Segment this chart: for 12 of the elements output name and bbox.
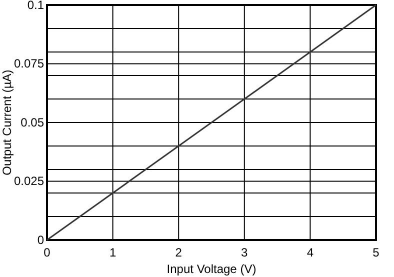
y-tick-label: 0.025: [14, 174, 44, 188]
y-tick-label: 0.1: [27, 0, 44, 12]
y-axis-title: Output Current (µA): [0, 70, 14, 176]
y-tick-label: 0: [37, 232, 44, 247]
x-axis-title: Input Voltage (V): [166, 262, 256, 276]
x-tick-label: 3: [241, 246, 248, 260]
y-tick-label: 0.075: [14, 56, 44, 71]
y-tick-label: 0.05: [20, 115, 44, 130]
x-tick-label: 5: [372, 246, 380, 260]
x-tick-label: 1: [109, 246, 116, 260]
x-tick-label: 4: [306, 246, 314, 260]
x-tick-label: 2: [175, 246, 182, 260]
